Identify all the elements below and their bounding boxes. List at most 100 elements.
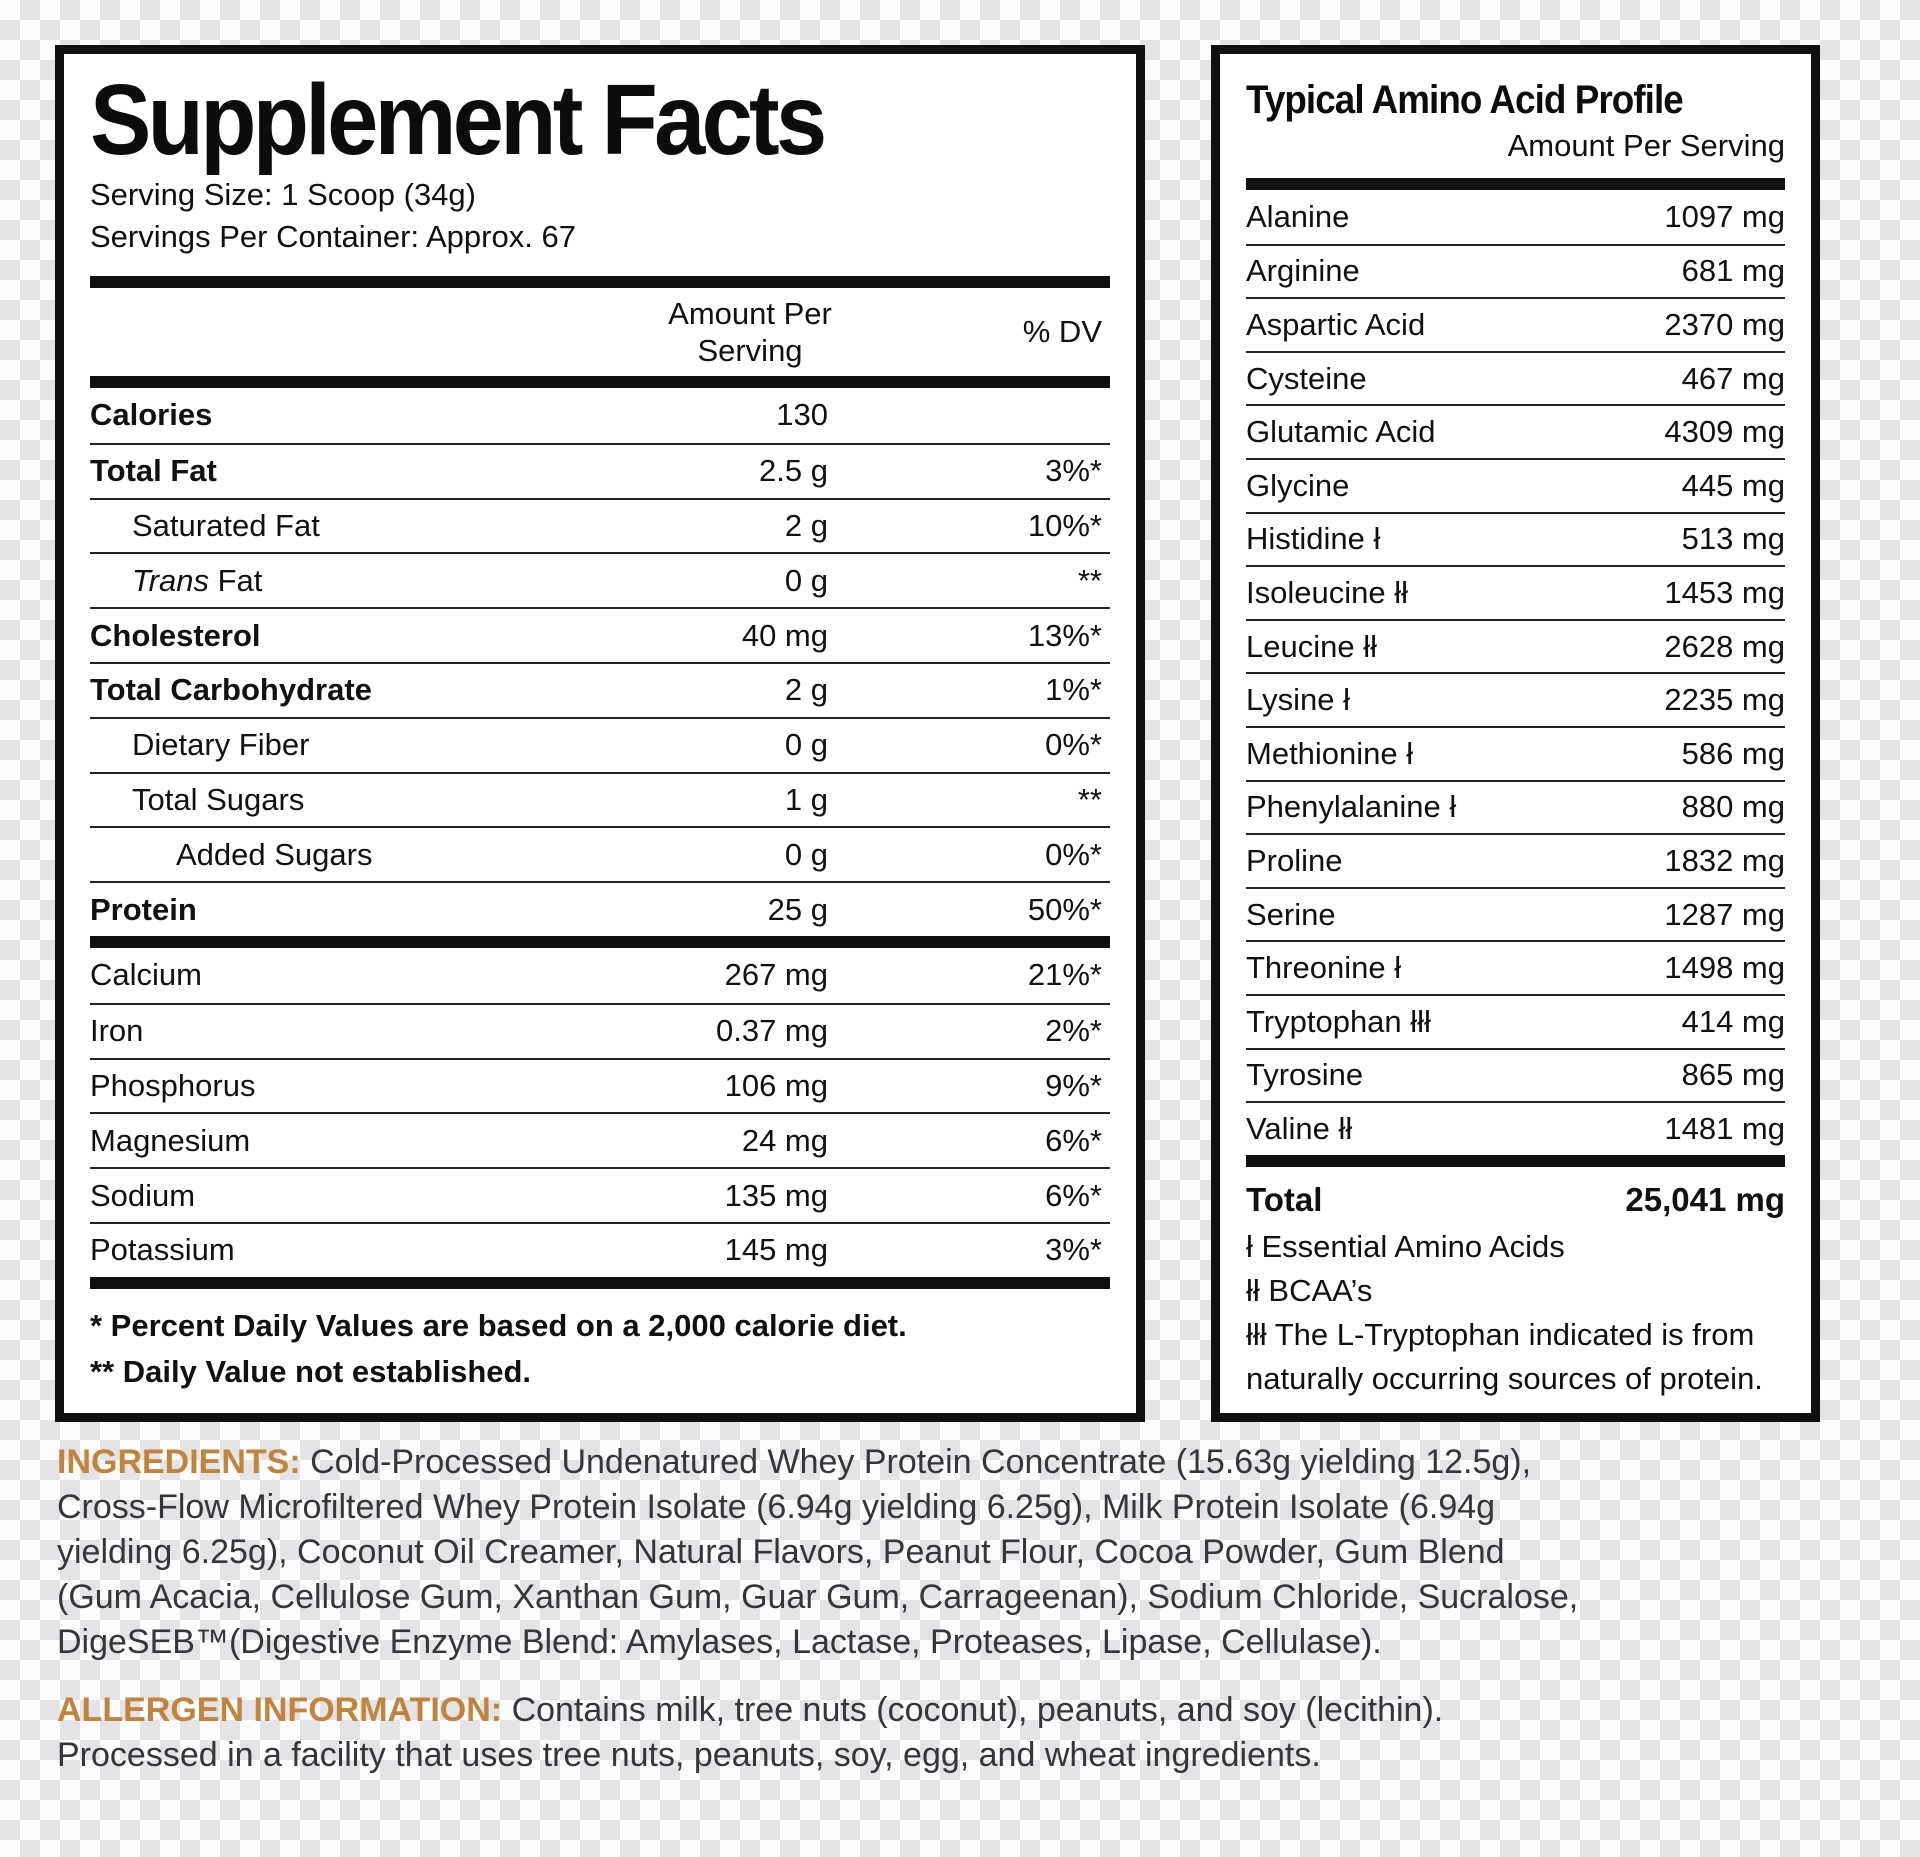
nutrient-name: Cholesterol: [90, 617, 261, 653]
nutrient-name: Total Sugars: [132, 781, 305, 817]
amino-name: Tyrosine: [1246, 1057, 1364, 1093]
amino-acid-panel: Typical Amino Acid Profile Amount Per Se…: [1211, 45, 1820, 1422]
nutrient-row: Total Carbohydrate 2 g 1%*: [90, 661, 1110, 717]
allergen-paragraph: ALLERGEN INFORMATION: Contains milk, tre…: [57, 1691, 1444, 1774]
supplement-facts-title: Supplement Facts: [90, 64, 827, 176]
nutrient-amount: 25 g: [767, 891, 828, 927]
nutrient-amount: 1 g: [784, 781, 828, 817]
nutrient-name: Total Fat: [90, 453, 217, 489]
nutrient-dv: 9%*: [1045, 1067, 1102, 1103]
nutrient-dv: 13%*: [1027, 617, 1102, 653]
nutrient-dv: 6%*: [1045, 1122, 1102, 1158]
amount-per-serving-header: Amount Per Serving: [580, 295, 920, 369]
amino-amount: 1498 mg: [1664, 950, 1785, 986]
nutrient-row: Magnesium 24 mg 6%*: [90, 1112, 1110, 1167]
amino-row: Cysteine 467 mg: [1246, 350, 1785, 405]
amino-table-body: Alanine 1097 mg Arginine 681 mg Aspartic Aci…: [1246, 190, 1785, 1155]
nutrient-amount: 267 mg: [724, 957, 828, 993]
nutrient-name: Trans Fat: [132, 562, 263, 598]
amino-row: Lysine ł 2235 mg: [1246, 672, 1785, 726]
amino-amount: 865 mg: [1681, 1057, 1785, 1093]
nutrient-name: Dietary Fiber: [132, 727, 310, 763]
nutrient-dv: **: [1077, 562, 1102, 598]
nutrient-amount: 2.5 g: [759, 453, 828, 489]
nutrient-row: Calories 130: [90, 388, 1110, 443]
footnote-line: * Percent Daily Values are based on a 2,…: [90, 1307, 907, 1343]
amino-row: Glycine 445 mg: [1246, 457, 1785, 512]
amino-amount: 1097 mg: [1664, 198, 1785, 234]
nutrient-amount: 2 g: [784, 507, 828, 543]
amino-row: Tyrosine 865 mg: [1246, 1047, 1785, 1102]
divider-bar: [90, 935, 1110, 948]
nutrient-amount: 0 g: [784, 562, 828, 598]
allergen-label: ALLERGEN INFORMATION:: [57, 1691, 512, 1729]
nutrient-dv: 10%*: [1027, 507, 1102, 543]
nutrient-name: Calcium: [90, 957, 202, 993]
amino-row: Alanine 1097 mg: [1246, 190, 1785, 244]
nutrient-row: Phosphorus 106 mg 9%*: [90, 1057, 1110, 1113]
amino-name: Proline: [1246, 842, 1343, 878]
nutrient-name: Added Sugars: [176, 836, 373, 872]
nutrient-dv: **: [1077, 781, 1102, 817]
nutrient-row: Added Sugars 0 g 0%*: [90, 826, 1110, 881]
amino-row: Arginine 681 mg: [1246, 243, 1785, 298]
divider-bar: [90, 1276, 1110, 1289]
amino-row: Glutamic Acid 4309 mg: [1246, 404, 1785, 458]
nutrient-amount: 2 g: [784, 672, 828, 708]
nutrient-dv: 0%*: [1045, 836, 1102, 872]
nutrient-name: Iron: [90, 1013, 144, 1049]
amino-amount: 445 mg: [1681, 467, 1785, 503]
amino-row: Isoleucine łł 1453 mg: [1246, 565, 1785, 619]
nutrient-dv: 6%*: [1045, 1177, 1102, 1213]
amount-per-serving-header-text: Amount Per Serving: [668, 296, 832, 368]
nutrient-dv: 1%*: [1045, 672, 1102, 708]
amino-name: Phenylalanine ł: [1246, 789, 1457, 825]
ingredients-label: INGREDIENTS:: [57, 1443, 311, 1481]
nutrient-dv: 3%*: [1045, 1232, 1102, 1268]
amino-row: Methionine ł 586 mg: [1246, 725, 1785, 780]
amino-name: Glutamic Acid: [1246, 414, 1436, 450]
amino-row: Leucine łł 2628 mg: [1246, 618, 1785, 673]
amino-row: Serine 1287 mg: [1246, 886, 1785, 941]
servings-per-container-text: Servings Per Container: Approx. 67: [90, 219, 576, 254]
nutrient-row: Protein 25 g 50%*: [90, 881, 1110, 936]
amino-name: Cysteine: [1246, 360, 1367, 396]
supplement-facts-panel: Supplement Facts Serving Size: 1 Scoop (…: [55, 45, 1145, 1422]
amino-name: Tryptophan łłł: [1246, 1003, 1431, 1039]
serving-size-text: Serving Size: 1 Scoop (34g): [90, 177, 476, 212]
nutrient-amount: 0 g: [784, 836, 828, 872]
nutrient-row: Potassium 145 mg 3%*: [90, 1221, 1110, 1277]
amino-row: Aspartic Acid 2370 mg: [1246, 297, 1785, 351]
nutrient-row: Saturated Fat 2 g 10%*: [90, 497, 1110, 553]
nutrient-amount: 106 mg: [724, 1067, 828, 1103]
amino-footnote-line: ł Essential Amino Acids: [1246, 1228, 1565, 1264]
amino-amount: 681 mg: [1681, 253, 1785, 289]
amino-name: Threonine ł: [1246, 950, 1402, 986]
ingredients-paragraph: INGREDIENTS: Cold-Processed Undenatured …: [57, 1443, 1579, 1661]
amino-total-amount: 25,041 mg: [1625, 1180, 1785, 1218]
amino-amount: 2235 mg: [1664, 682, 1785, 718]
nutrient-dv: 3%*: [1045, 453, 1102, 489]
amino-row: Proline 1832 mg: [1246, 833, 1785, 887]
nutrient-dv: 50%*: [1027, 891, 1102, 927]
nutrient-amount: 145 mg: [724, 1232, 828, 1268]
amino-amount: 2628 mg: [1664, 628, 1785, 664]
nutrient-name: Calories: [90, 397, 213, 433]
nutrient-amount: 0.37 mg: [715, 1013, 828, 1049]
nutrient-dv: 0%*: [1045, 727, 1102, 763]
nutrient-amount: 40 mg: [741, 617, 828, 653]
nutrient-amount: 135 mg: [724, 1177, 828, 1213]
nutrient-row: Dietary Fiber 0 g 0%*: [90, 716, 1110, 772]
amino-total-label: Total: [1246, 1180, 1323, 1218]
nutrient-name: Sodium: [90, 1177, 196, 1213]
amino-amount: 1481 mg: [1664, 1110, 1785, 1146]
nutrient-row: Sodium 135 mg 6%*: [90, 1167, 1110, 1222]
nutrition-table-body: Calories 130 Total Fat 2.5 g 3%* Saturated Fa…: [90, 388, 1110, 1289]
amino-row: Valine łł 1481 mg: [1246, 1101, 1785, 1155]
nutrient-row: Calcium 267 mg 21%*: [90, 948, 1110, 1003]
nutrient-name: Saturated Fat: [132, 507, 320, 543]
amino-footnote-line: łł BCAA’s: [1246, 1272, 1373, 1308]
amino-amount: 1832 mg: [1664, 842, 1785, 878]
daily-value-footnotes: * Percent Daily Values are based on a 2,…: [90, 1303, 1110, 1395]
